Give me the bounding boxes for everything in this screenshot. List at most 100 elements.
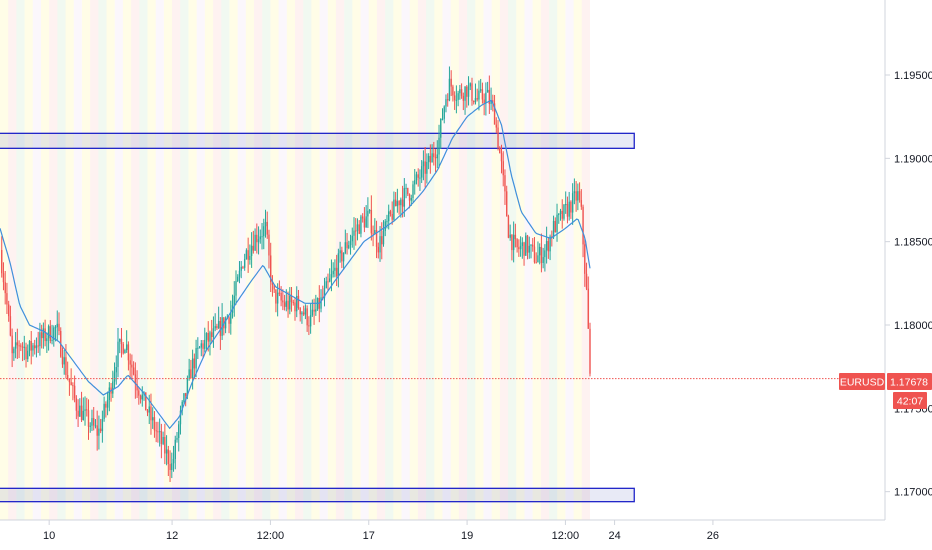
- candle-body: [178, 424, 180, 438]
- candle-body: [485, 92, 487, 104]
- session-stripe: [385, 0, 394, 520]
- candle-body: [275, 289, 277, 304]
- candle-body: [459, 89, 461, 94]
- candle-body: [356, 224, 359, 231]
- candle-body: [82, 410, 84, 421]
- candle-body: [124, 349, 126, 354]
- candle-body: [346, 242, 348, 249]
- candle-body: [447, 99, 449, 101]
- candle-body: [14, 342, 17, 349]
- candle-body: [146, 410, 149, 413]
- candle-body: [184, 393, 187, 396]
- session-stripe: [24, 0, 33, 520]
- session-stripe: [368, 0, 377, 520]
- candle-body: [479, 89, 482, 91]
- candle-body: [565, 204, 567, 206]
- time-axis[interactable]: 10 12 12:00 17 19 12:00 24 26: [43, 520, 719, 542]
- candle-body: [516, 239, 518, 248]
- candle-body: [296, 295, 298, 312]
- candle-body: [535, 262, 537, 264]
- price-tick-label: 1.19000: [894, 153, 932, 165]
- candle-body: [273, 284, 275, 290]
- candle-body: [368, 210, 371, 212]
- candle-body: [580, 200, 583, 207]
- candle-body: [495, 124, 497, 128]
- candle-body: [127, 344, 130, 361]
- candle-body: [476, 98, 478, 100]
- candle-body: [556, 214, 558, 232]
- candle-body: [521, 242, 524, 246]
- candle-body: [455, 99, 458, 101]
- support-resistance-zones[interactable]: [0, 132, 635, 503]
- candle-body: [216, 326, 218, 329]
- candle-body: [441, 118, 444, 120]
- candle-body: [65, 357, 67, 375]
- price-zone[interactable]: [0, 487, 635, 503]
- candle-body: [30, 340, 32, 351]
- candle-body: [401, 199, 404, 207]
- candle-body: [460, 89, 463, 96]
- candle-body: [561, 210, 563, 219]
- candle-body: [506, 191, 508, 217]
- candle-body: [349, 241, 352, 246]
- candle-body: [42, 328, 45, 339]
- candlestick-series: [1, 66, 591, 483]
- candle-body: [158, 431, 161, 433]
- candle-body: [153, 417, 156, 431]
- candle-body: [483, 99, 485, 104]
- candle-body: [120, 338, 123, 345]
- candle-body: [254, 234, 256, 251]
- candle-body: [119, 338, 121, 342]
- price-tick-label: 1.18000: [894, 320, 932, 332]
- candle-body: [37, 345, 39, 347]
- candle-body: [558, 214, 560, 216]
- candle-body: [443, 106, 445, 119]
- candle-body: [519, 245, 522, 250]
- session-stripe: [483, 0, 492, 520]
- candle-body: [193, 358, 196, 369]
- candle-body: [389, 211, 392, 214]
- candle-body: [28, 340, 31, 351]
- session-stripe: [254, 0, 263, 520]
- candle-body: [47, 326, 50, 339]
- candle-body: [212, 328, 215, 337]
- candle-body: [377, 246, 379, 253]
- session-stripe: [393, 0, 402, 520]
- candle-body: [211, 332, 213, 337]
- session-stripe: [81, 0, 91, 520]
- candle-body: [66, 374, 69, 379]
- candle-body: [563, 204, 565, 219]
- session-stripe: [376, 0, 386, 520]
- candle-body: [538, 246, 541, 256]
- candle-body: [348, 245, 350, 249]
- session-stripe: [73, 0, 82, 520]
- candle-body: [179, 410, 182, 425]
- candle-body: [577, 191, 579, 201]
- candle-body: [283, 302, 286, 307]
- candle-body: [335, 267, 338, 277]
- session-stripe: [57, 0, 66, 520]
- candle-body: [125, 344, 128, 350]
- candle-body: [27, 350, 29, 360]
- candle-body: [195, 348, 197, 369]
- candle-body: [391, 213, 393, 220]
- price-tick-label: 1.17000: [894, 487, 932, 499]
- candle-body: [526, 235, 529, 253]
- candle-body: [18, 345, 20, 347]
- price-zone[interactable]: [0, 132, 635, 149]
- session-stripe: [155, 0, 164, 520]
- candle-body: [54, 327, 57, 329]
- candle-body: [247, 250, 249, 260]
- candle-body: [504, 175, 506, 192]
- candle-body: [235, 281, 237, 296]
- candle-body: [53, 327, 55, 340]
- session-stripe: [172, 0, 181, 520]
- candle-body: [311, 309, 314, 316]
- candle-body: [507, 216, 510, 238]
- candle-body: [393, 199, 395, 220]
- candle-body: [360, 216, 362, 234]
- countdown-badge-bg: [893, 392, 927, 409]
- price-axis[interactable]: 1.195001.190001.185001.180001.170001.175…: [885, 70, 932, 499]
- session-stripe: [147, 0, 156, 520]
